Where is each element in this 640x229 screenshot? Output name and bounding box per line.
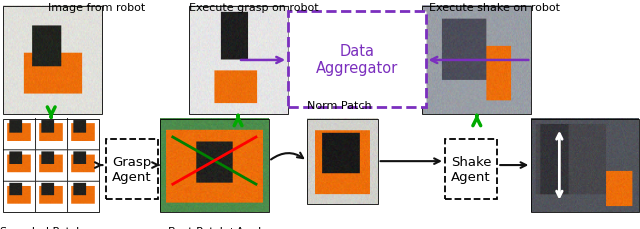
Text: Best Patch+Angle: Best Patch+Angle	[168, 226, 268, 229]
Bar	[422, 7, 531, 114]
Text: Sampled Patches: Sampled Patches	[0, 226, 96, 229]
Bar	[160, 119, 269, 212]
Bar	[288, 11, 426, 108]
Text: Shake
Agent: Shake Agent	[451, 155, 492, 183]
Bar	[3, 119, 99, 212]
Text: Execute shake on robot: Execute shake on robot	[429, 3, 560, 13]
Text: Grasp
Agent: Grasp Agent	[112, 155, 152, 183]
Bar	[531, 119, 639, 212]
Bar	[445, 140, 497, 199]
Bar	[106, 140, 158, 199]
Bar	[307, 119, 378, 204]
Text: Image from robot: Image from robot	[48, 3, 145, 13]
Bar	[189, 7, 288, 114]
Text: Data
Aggregator: Data Aggregator	[316, 44, 398, 76]
Text: Norm Patch: Norm Patch	[307, 101, 371, 111]
Bar	[3, 7, 102, 114]
Text: Execute grasp on robot: Execute grasp on robot	[189, 3, 319, 13]
